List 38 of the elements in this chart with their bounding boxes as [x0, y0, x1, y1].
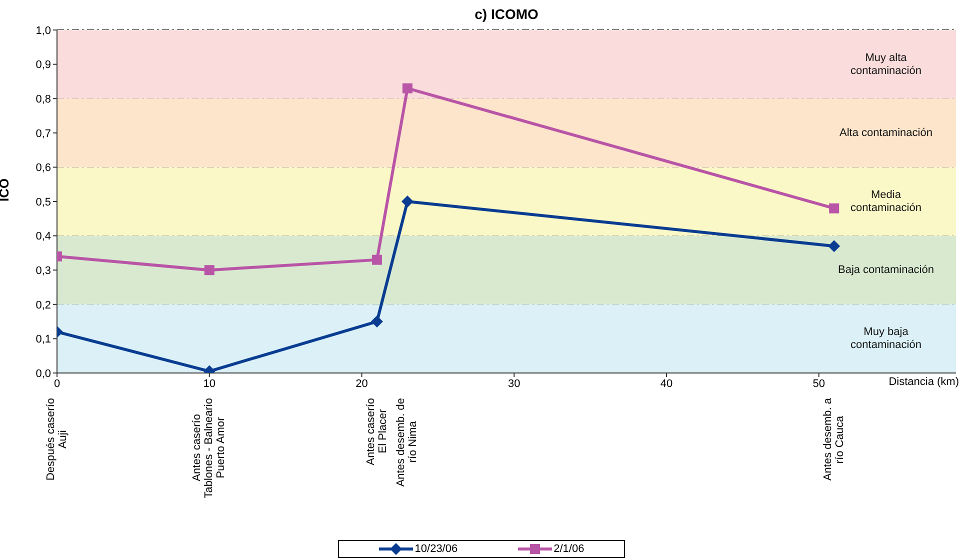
y-tick-label: 0,7 [36, 128, 51, 140]
point [370, 316, 383, 328]
y-tick-label: 0,5 [36, 196, 51, 208]
text: Antes caserío Tablones - Balneario Puerto Amor [191, 398, 228, 498]
point [829, 203, 840, 214]
band-label: Media contaminación [850, 188, 922, 214]
y-tick-label: 0,0 [36, 368, 51, 380]
x-tick-label: 40 [660, 378, 673, 390]
point [401, 196, 414, 208]
y-tick-label: 0,1 [36, 334, 51, 346]
x-tick-label: 20 [356, 378, 368, 390]
y-tick-label: 0,9 [36, 59, 51, 72]
point [828, 240, 840, 252]
x-tick-label: 50 [812, 378, 825, 390]
y-tick-label: 0,6 [36, 162, 51, 174]
text: Antes desemb. de río Nima [395, 398, 420, 487]
point [372, 254, 382, 265]
x-tick-label: 30 [508, 378, 520, 390]
y-tick-label: 0,2 [36, 299, 51, 312]
legend-label: 2/1/06 [554, 543, 584, 555]
chart-title: c) ICOMO [474, 6, 540, 22]
x-tick-label: 10 [203, 378, 216, 390]
text: Antes desemb. a río Cauca [822, 398, 846, 481]
y-tick-label: 0,3 [36, 265, 51, 278]
point [204, 265, 214, 276]
y-tick-label: 1,0 [36, 24, 51, 37]
band-label: Baja contaminación [838, 264, 934, 276]
text: Después caserío Auji [45, 398, 69, 481]
legend-label: 10/23/06 [414, 543, 458, 555]
x-tick-label: 0 [54, 378, 60, 390]
band-label: Alta contaminación [840, 126, 932, 139]
band-label: Muy baja contaminación [850, 326, 922, 352]
y-tick-label: 0,4 [36, 230, 51, 243]
point [402, 83, 412, 94]
y-tick-label: 0,8 [36, 94, 51, 106]
text: Antes caserío El Placer [364, 398, 389, 466]
x-axis-title: Distancia (km) [888, 376, 959, 388]
band-label: Muy alta contaminación [850, 52, 922, 77]
